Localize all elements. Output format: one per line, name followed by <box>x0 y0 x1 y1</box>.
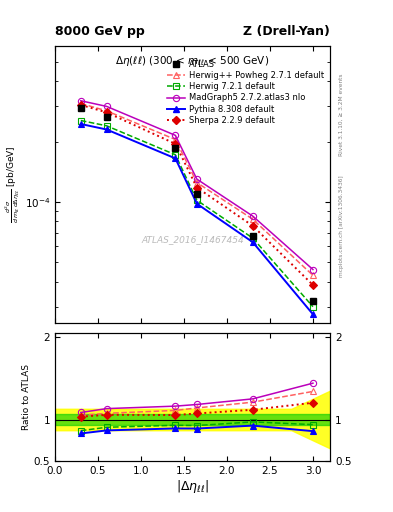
Text: Z (Drell-Yan): Z (Drell-Yan) <box>243 25 330 38</box>
Y-axis label: $\frac{d^2\sigma}{d\,m_{\ell\ell}\,d\Delta\eta_{\ell\ell}}$ [pb/GeV]: $\frac{d^2\sigma}{d\,m_{\ell\ell}\,d\Del… <box>4 145 22 223</box>
Y-axis label: Ratio to ATLAS: Ratio to ATLAS <box>22 364 31 430</box>
Text: mcplots.cern.ch [arXiv:1306.3436]: mcplots.cern.ch [arXiv:1306.3436] <box>339 175 343 276</box>
Text: $\Delta\eta(\ell\ell)$ (300 < $m_{\ell\ell}$ < 500 GeV): $\Delta\eta(\ell\ell)$ (300 < $m_{\ell\e… <box>116 54 270 69</box>
Text: ATLAS_2016_I1467454: ATLAS_2016_I1467454 <box>141 235 244 244</box>
Text: Rivet 3.1.10, ≥ 3.2M events: Rivet 3.1.10, ≥ 3.2M events <box>339 74 343 157</box>
Text: 8000 GeV pp: 8000 GeV pp <box>55 25 145 38</box>
Legend: ATLAS, Herwig++ Powheg 2.7.1 default, Herwig 7.2.1 default, MadGraph5 2.7.2.atla: ATLAS, Herwig++ Powheg 2.7.1 default, He… <box>165 58 326 126</box>
X-axis label: $|\Delta\eta_{\ell\ell}|$: $|\Delta\eta_{\ell\ell}|$ <box>176 478 209 496</box>
